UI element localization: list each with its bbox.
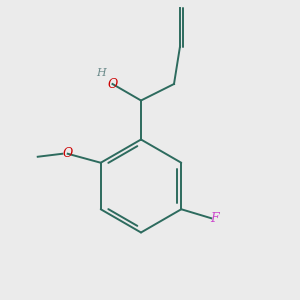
- Text: O: O: [63, 147, 73, 160]
- Text: F: F: [211, 212, 219, 225]
- Text: O: O: [107, 77, 118, 91]
- Text: H: H: [96, 68, 106, 78]
